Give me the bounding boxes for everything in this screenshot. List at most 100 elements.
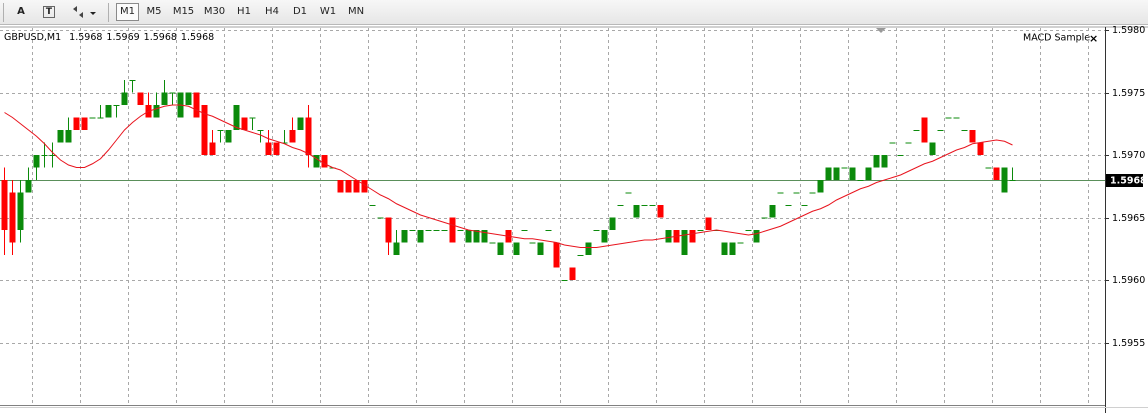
candle-body <box>97 117 104 119</box>
candle-body <box>105 105 112 118</box>
candle-body <box>921 117 928 143</box>
candle-body <box>417 230 424 243</box>
candle-body <box>209 142 216 155</box>
candle-body <box>185 92 192 105</box>
candle-body <box>65 130 72 143</box>
candle-body <box>785 205 792 206</box>
price-label: 1.5968 <box>1110 176 1147 187</box>
close-icon[interactable]: × <box>1089 32 1098 45</box>
candle-body <box>985 167 992 169</box>
candle-body <box>609 217 616 230</box>
candle-body <box>769 205 776 218</box>
candle-body <box>817 180 824 193</box>
separator <box>3 3 4 22</box>
shift-marker <box>876 28 886 33</box>
title-part: 1.5968 <box>181 32 214 43</box>
candle-body <box>289 130 296 143</box>
y-tick-label: 1.5965 <box>1112 213 1145 224</box>
candle-body <box>321 155 328 168</box>
candle-body <box>17 192 24 230</box>
period-button[interactable]: H1 <box>237 6 251 17</box>
candle-body <box>409 230 416 231</box>
candle-body <box>57 130 64 143</box>
candle-body <box>665 230 672 243</box>
candle-body <box>89 117 96 119</box>
candle-body <box>977 142 984 155</box>
period-button[interactable]: MN <box>347 6 365 17</box>
candle-body <box>193 92 200 118</box>
candle-body <box>961 130 968 131</box>
candle-body <box>441 230 448 231</box>
candle-body <box>705 217 712 230</box>
tool-button[interactable]: T <box>43 6 55 18</box>
candle-body <box>465 230 472 243</box>
title-part: 1.5969 <box>106 32 139 43</box>
candle-body <box>9 192 16 243</box>
candle-body <box>457 230 464 231</box>
y-tick-label: 1.5980 <box>1112 25 1145 36</box>
candle-body <box>681 230 688 255</box>
candle-body <box>273 142 280 155</box>
candle-body <box>33 155 40 168</box>
toolbar: A T M1 M5 M15 M30 H1 H4 D1 W1 MN <box>0 0 1148 25</box>
candle-body <box>745 230 752 231</box>
candle-body <box>137 92 144 105</box>
candle-body <box>129 80 136 81</box>
candle-body <box>809 192 816 194</box>
tool-button[interactable]: A <box>17 6 25 17</box>
candle-body <box>841 167 848 169</box>
candle-body <box>777 192 784 194</box>
candle-body <box>73 117 80 130</box>
candle-body <box>201 105 208 155</box>
grid <box>0 28 1105 405</box>
candle-body <box>1 180 8 230</box>
candle-body <box>553 242 560 268</box>
separator <box>108 3 109 22</box>
candle-body <box>369 205 376 206</box>
chart-title: GBPUSD,M1 1.5968 1.5969 1.5968 1.5968 <box>4 32 214 43</box>
candle-body <box>361 180 368 193</box>
candle-body <box>473 230 480 243</box>
candle-body <box>657 205 664 218</box>
candle-body <box>49 155 56 156</box>
candle-body <box>233 105 240 130</box>
candle-body <box>545 230 552 231</box>
candle-body <box>353 180 360 193</box>
y-tick-label: 1.5970 <box>1112 150 1145 161</box>
period-button[interactable]: M15 <box>172 6 195 17</box>
candle-body <box>833 167 840 180</box>
candle-body <box>649 205 656 206</box>
candle-body <box>617 205 624 206</box>
period-button[interactable]: D1 <box>292 6 308 17</box>
candle-body <box>737 242 744 244</box>
candle-body <box>529 242 536 244</box>
candle-body <box>993 167 1000 180</box>
period-button[interactable]: H4 <box>265 6 279 17</box>
candle-body <box>41 155 48 156</box>
title-part: 1.5968 <box>144 32 177 43</box>
candle-body <box>481 230 488 243</box>
candle-body <box>881 155 888 168</box>
candle-body <box>241 117 248 130</box>
candle-body <box>857 180 864 181</box>
candle-body <box>969 130 976 143</box>
candle-body <box>1009 180 1016 181</box>
period-button[interactable]: W1 <box>319 6 337 17</box>
period-button[interactable]: M1 <box>116 3 139 21</box>
candle-body <box>313 155 320 168</box>
candle-body <box>345 180 352 193</box>
period-button[interactable]: M5 <box>146 6 162 17</box>
shapes-tool[interactable] <box>70 3 100 23</box>
candle-body <box>121 92 128 105</box>
candle-body <box>169 92 176 94</box>
candle-body <box>761 217 768 219</box>
candle-body <box>937 130 944 131</box>
candle-body <box>929 142 936 155</box>
y-tick-label: 1.5975 <box>1112 88 1145 99</box>
candle-body <box>281 142 288 144</box>
candle-body <box>753 230 760 243</box>
y-tick-label: 1.5955 <box>1112 338 1145 349</box>
candle-body <box>561 280 568 281</box>
period-button[interactable]: M30 <box>203 6 226 17</box>
candle-body <box>633 205 640 218</box>
